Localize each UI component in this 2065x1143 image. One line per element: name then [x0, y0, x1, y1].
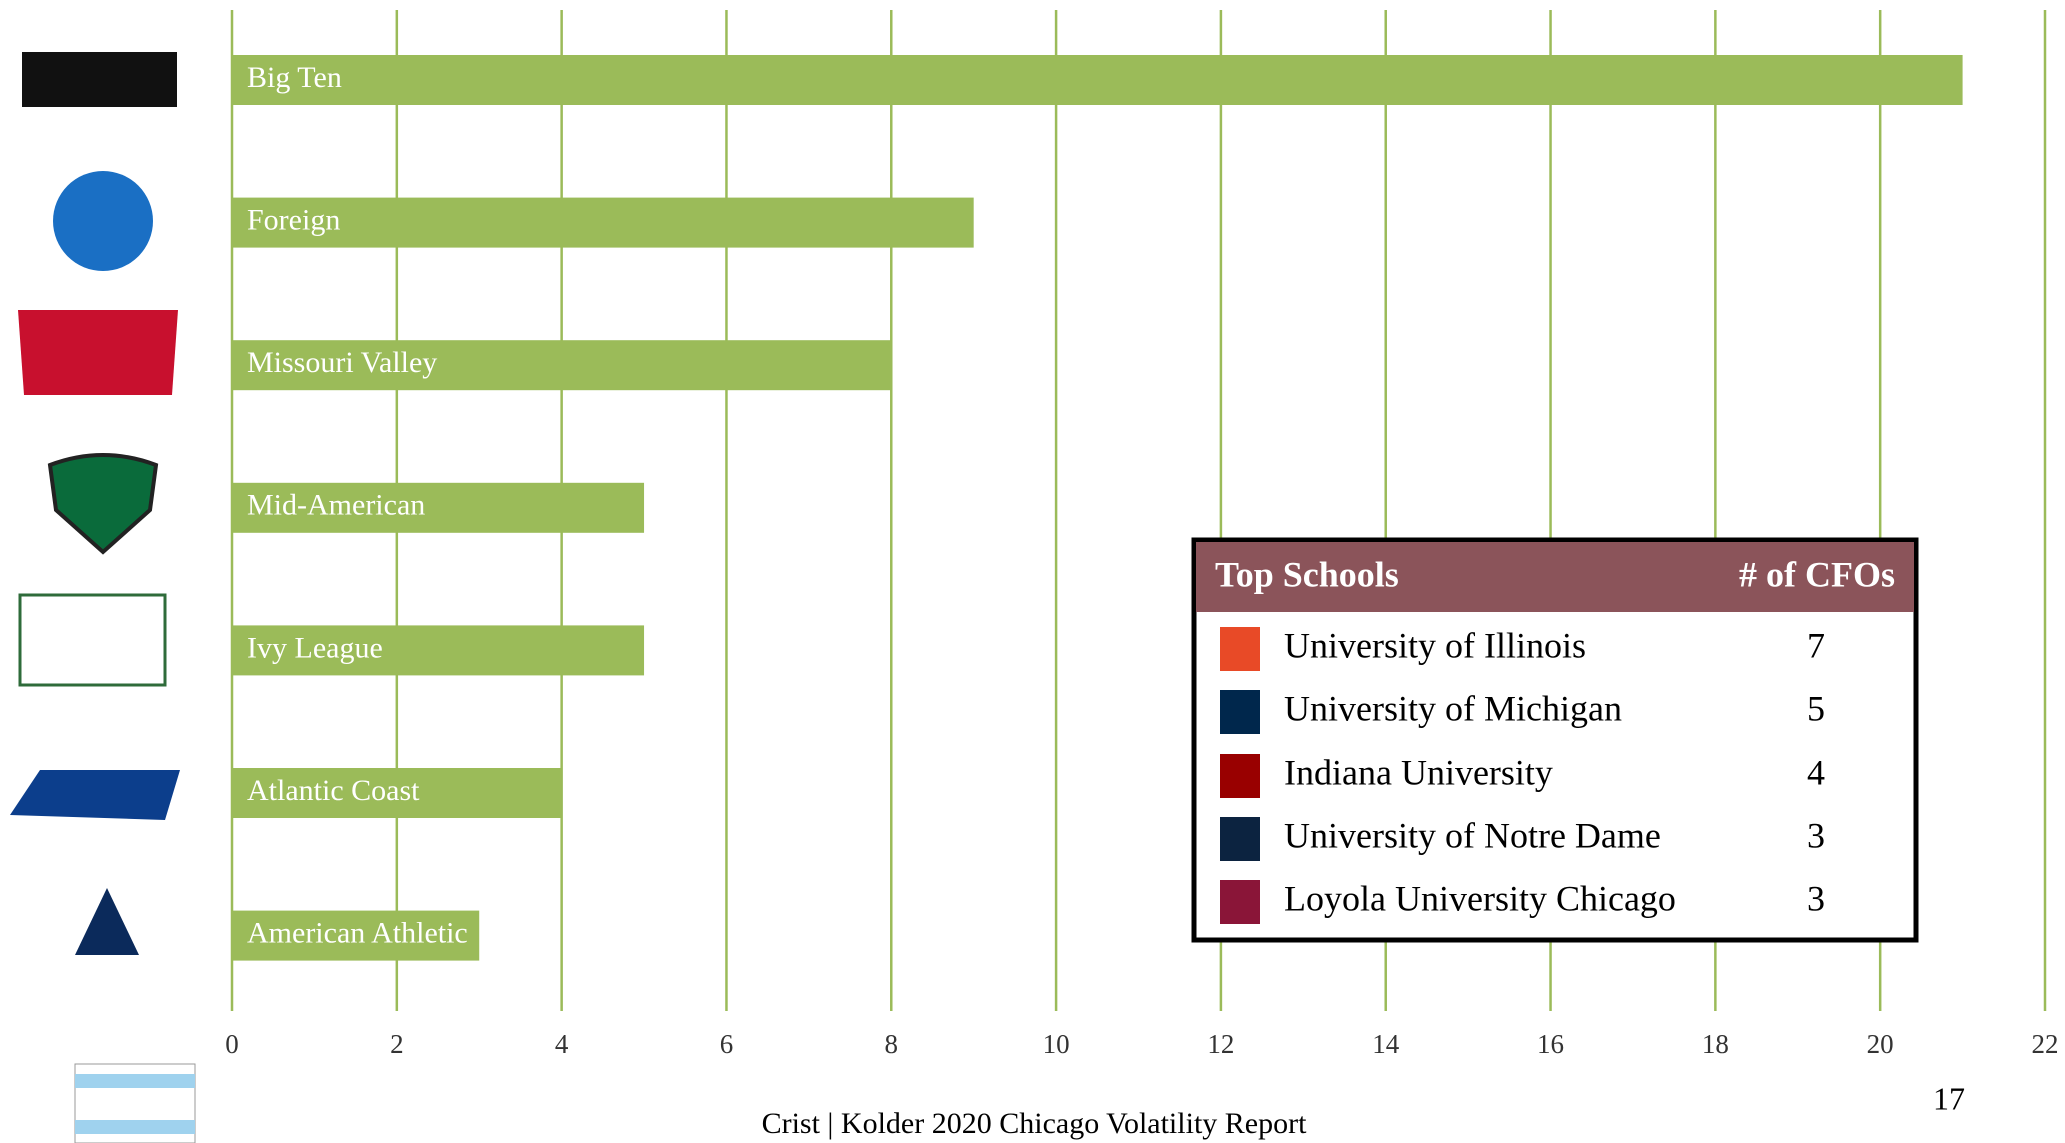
school-count: 3	[1807, 878, 1825, 918]
bar-label: Atlantic Coast	[247, 774, 420, 807]
x-tick-label: 10	[1043, 1029, 1070, 1059]
table-rows: University of Illinois 7 University of Mic…	[1220, 625, 1825, 924]
school-count: 4	[1807, 752, 1825, 792]
x-tick-label: 2	[390, 1029, 404, 1059]
school-icon	[1220, 880, 1260, 924]
header-cell: # of CFOs	[1739, 554, 1895, 594]
bar-label: Foreign	[247, 203, 340, 236]
bar	[232, 768, 562, 818]
x-tick-label: 4	[555, 1029, 569, 1059]
flag-stripe	[75, 1120, 195, 1134]
valley-logo	[18, 310, 178, 395]
american-logo	[75, 888, 139, 955]
bar-label: Ivy League	[247, 631, 383, 664]
big-ten-logo	[22, 52, 177, 107]
school-count: 5	[1807, 688, 1825, 728]
x-tick-label: 12	[1207, 1029, 1234, 1059]
x-tick-label: 14	[1372, 1029, 1400, 1059]
bar	[232, 340, 892, 391]
school-icon	[1220, 817, 1260, 861]
school-name: University of Notre Dame	[1284, 815, 1661, 855]
ivy-logo	[18, 593, 167, 687]
bar	[232, 197, 974, 248]
schools-table: Top Schools # of CFOs University of Illi…	[1191, 537, 1919, 943]
x-tick-label: 8	[885, 1029, 899, 1059]
x-tick-label: 18	[1702, 1029, 1729, 1059]
x-tick-label: 0	[225, 1029, 239, 1059]
school-name: University of Illinois	[1284, 625, 1586, 665]
x-tick-label: 16	[1537, 1029, 1564, 1059]
footer-text: Crist | Kolder 2020 Chicago Volatility R…	[762, 1107, 1308, 1140]
bar	[232, 55, 1963, 105]
mac-logo	[47, 453, 159, 555]
table-header-bg	[1196, 542, 1914, 612]
flag-stripe	[75, 1074, 195, 1088]
header-cell: Top Schools	[1215, 554, 1399, 594]
bar	[232, 910, 480, 961]
page-number: 17	[1933, 1080, 1965, 1116]
bar-label: Missouri Valley	[247, 346, 437, 379]
school-name: University of Michigan	[1284, 688, 1622, 728]
bar-label: Big Ten	[247, 61, 342, 94]
x-tick-label: 20	[1867, 1029, 1894, 1059]
plot: 0 2 4 6 8 10 12 14 16 18 20 22 Big Ten Foreign Missour…	[225, 10, 2059, 1059]
school-name: Indiana University	[1284, 752, 1553, 792]
bar-label: American Athletic	[247, 916, 468, 949]
bar-label: Mid-American	[247, 489, 425, 522]
school-name: Loyola University Chicago	[1284, 878, 1676, 918]
bar	[232, 625, 645, 676]
school-icon	[1220, 754, 1260, 798]
acc-logo	[10, 770, 180, 820]
conference-logos	[10, 52, 196, 1143]
x-tick-label: 6	[720, 1029, 734, 1059]
school-count: 3	[1807, 815, 1825, 855]
x-tick-label: 22	[2032, 1029, 2059, 1059]
globe-logo	[53, 171, 153, 271]
school-count: 7	[1807, 625, 1825, 665]
school-icon	[1220, 690, 1260, 734]
bar	[232, 482, 645, 533]
school-icon	[1220, 627, 1260, 671]
